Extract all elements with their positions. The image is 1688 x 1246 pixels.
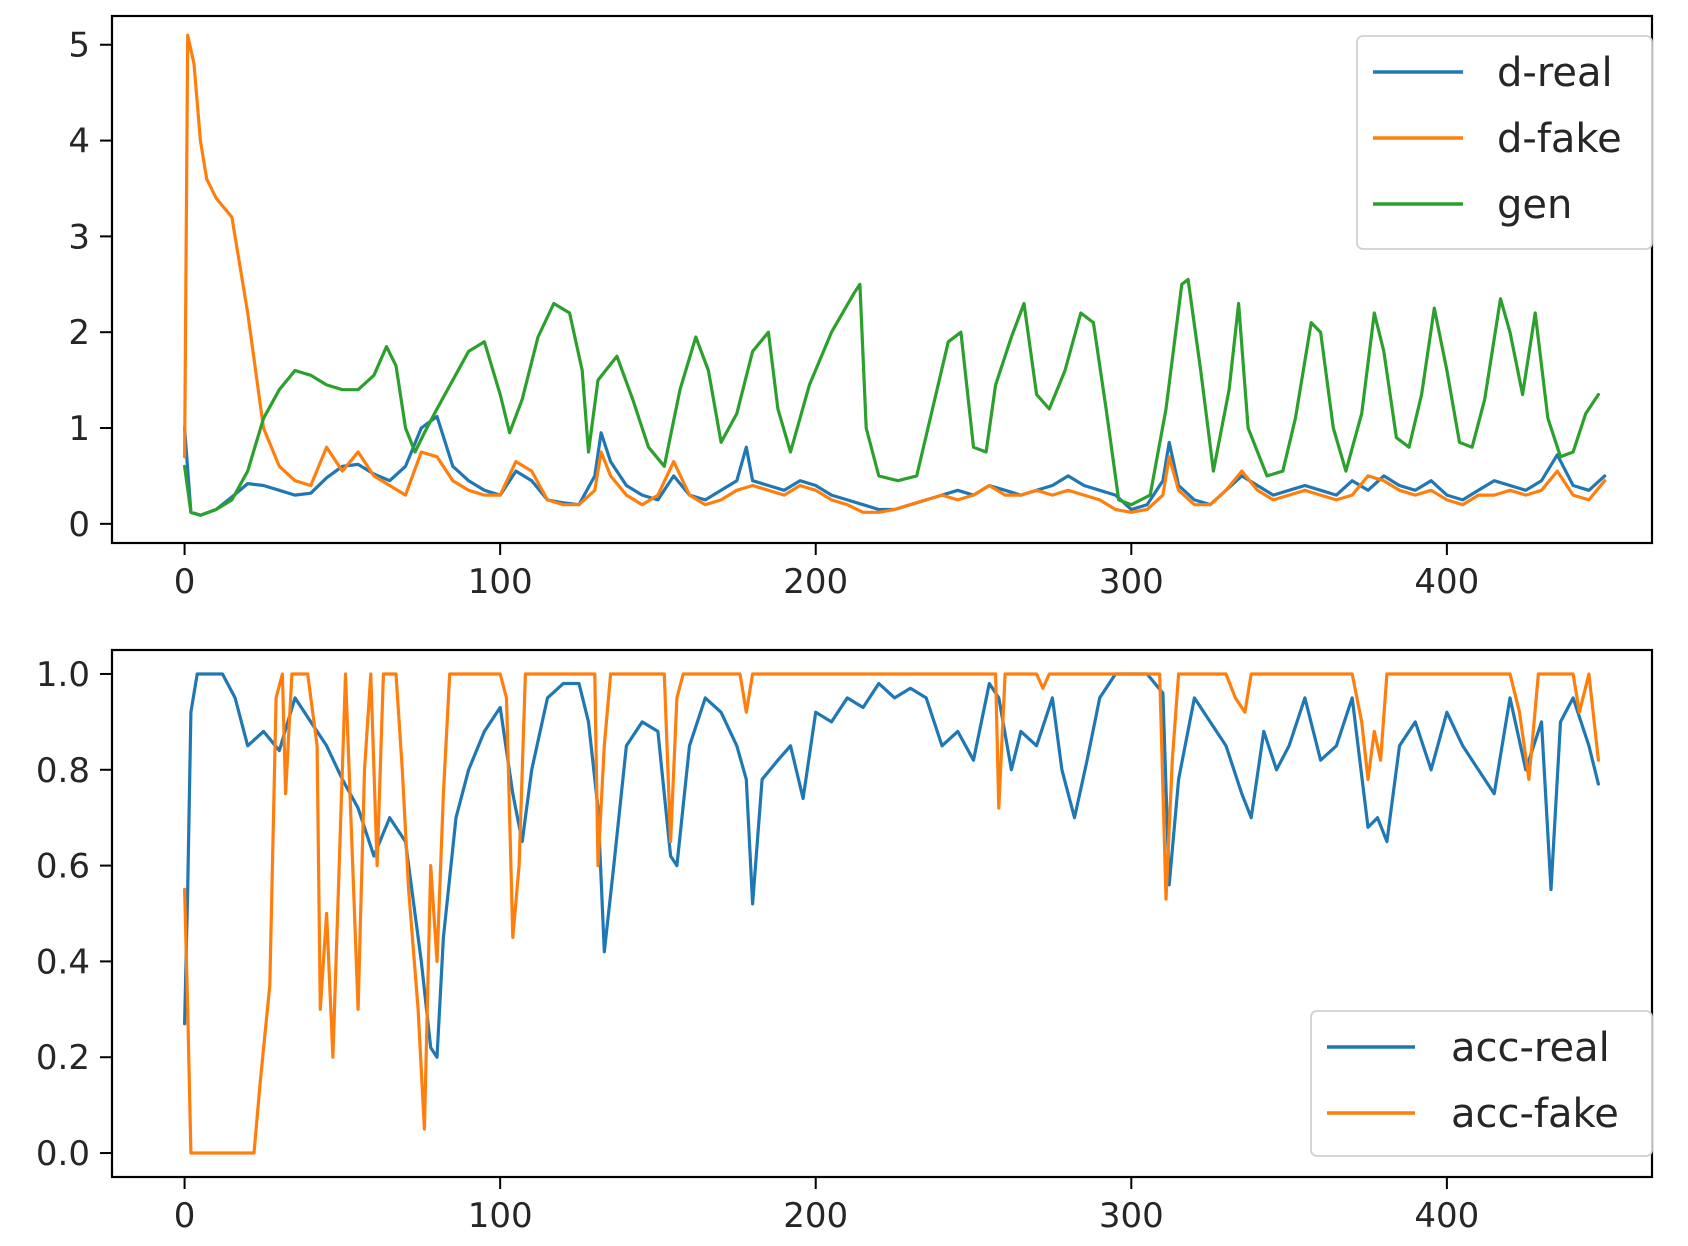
accuracy-y-tick-label: 0.8 [36,751,90,791]
accuracy-y-tick-label: 0.6 [36,847,90,887]
accuracy-series-layer [183,672,1600,1155]
loss-legend: d-real d-fake gen [1356,35,1653,250]
accuracy-x-tick-label: 400 [1414,1196,1479,1236]
accuracy-y-tick-label: 1.0 [36,655,90,695]
accuracy-y-tick-label: 0.4 [36,942,90,982]
loss-y-tick-label: 0 [68,505,90,545]
accuracy-x-tick-label: 0 [174,1196,196,1236]
loss-x-tick-label: 200 [783,562,848,602]
loss-y-tick-label: 1 [68,409,90,449]
loss-y-tick-label: 4 [68,122,90,162]
loss-axes-frame [110,14,1654,545]
loss-x-tick-label: 100 [468,562,533,602]
accuracy-ticks-layer: 0 100 200 300 400 0.0 0.2 0.4 0.6 0.8 1.0 [36,655,1479,1236]
accuracy-x-tick-label: 200 [783,1196,848,1236]
accuracy-y-tick-label: 0.2 [36,1038,90,1078]
series-line-d-real [183,414,1607,517]
loss-x-tick-label: 0 [174,562,196,602]
legend-label-d-fake: d-fake [1497,116,1622,162]
accuracy-chart-panel: 0 100 200 300 400 0.0 0.2 0.4 0.6 0.8 1.0 acc-real… [36,648,1654,1236]
legend-label-gen: gen [1497,182,1572,228]
loss-x-tick-label: 300 [1099,562,1164,602]
loss-ticks-layer: 0 100 200 300 400 0 1 2 3 4 5 [68,26,1479,602]
legend-label-acc-real: acc-real [1451,1025,1610,1071]
loss-y-tick-label: 3 [68,217,90,257]
accuracy-x-tick-label: 300 [1099,1196,1164,1236]
loss-y-tick-label: 5 [68,26,90,66]
accuracy-x-tick-label: 100 [468,1196,533,1236]
legend-label-acc-fake: acc-fake [1451,1091,1619,1137]
accuracy-legend: acc-real acc-fake [1310,1010,1653,1157]
loss-legend-box [1356,35,1653,250]
accuracy-axes-frame [110,648,1654,1179]
loss-x-tick-label: 400 [1414,562,1479,602]
series-line-gen [183,277,1600,517]
legend-label-d-real: d-real [1497,50,1613,96]
series-line-d-fake [183,33,1607,514]
loss-series-layer [183,33,1607,517]
accuracy-y-tick-label: 0.0 [36,1134,90,1174]
loss-y-tick-label: 2 [68,313,90,353]
series-line-acc-fake [183,672,1600,1155]
loss-chart-panel: 0 100 200 300 400 0 1 2 3 4 5 d-real d-fake gen [68,14,1654,602]
